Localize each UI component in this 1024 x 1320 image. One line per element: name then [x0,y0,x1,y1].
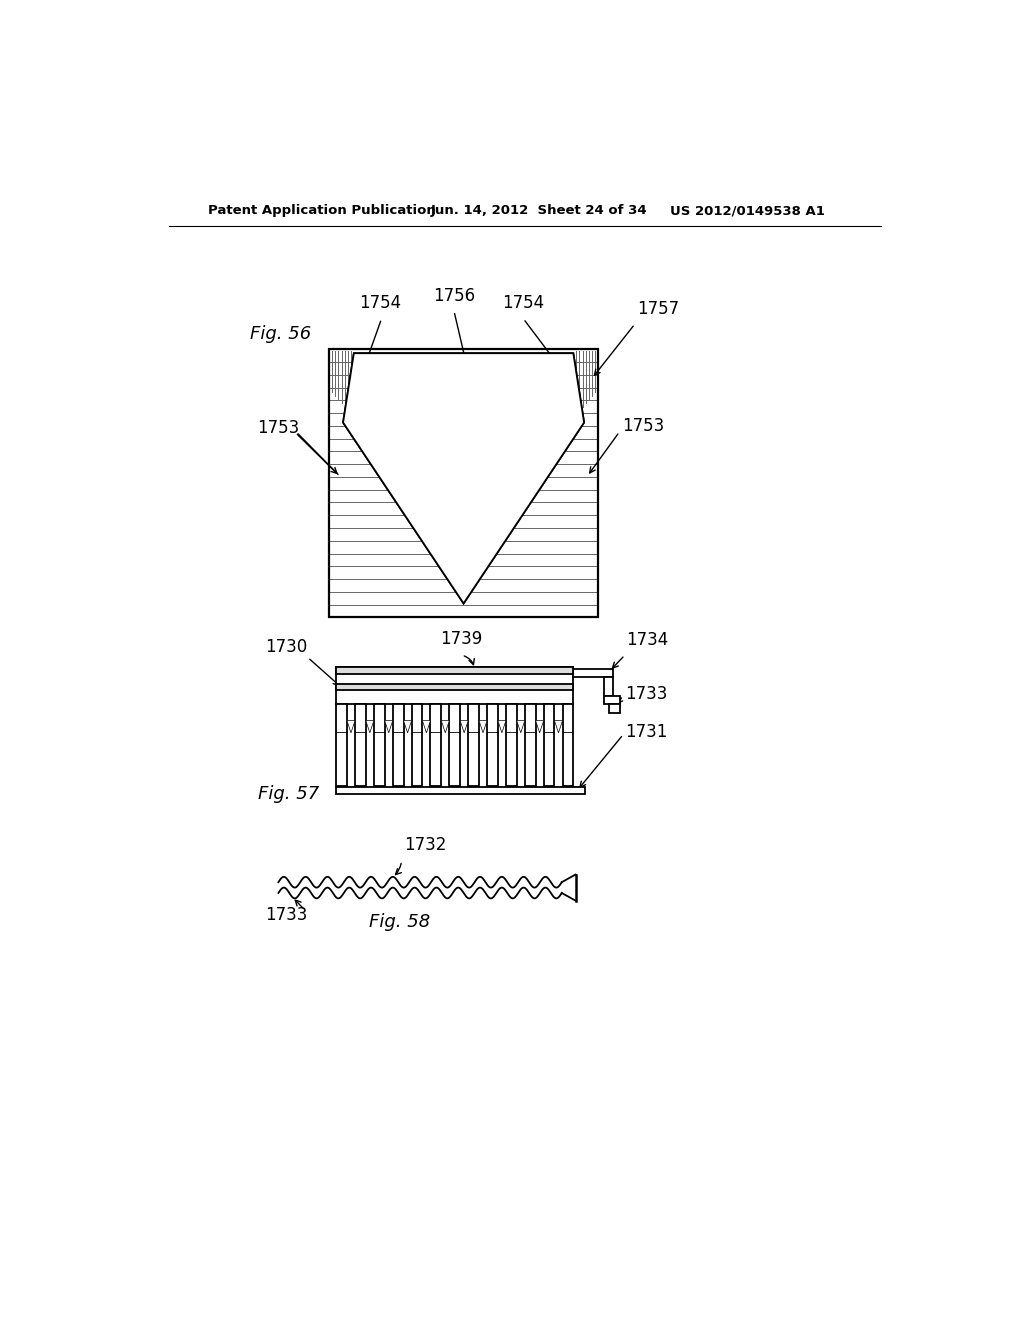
Bar [524,704,536,785]
Text: 1753: 1753 [258,418,300,437]
Text: Jun. 14, 2012  Sheet 24 of 34: Jun. 14, 2012 Sheet 24 of 34 [431,205,647,218]
Text: 1755: 1755 [440,504,486,521]
Bar [544,704,554,785]
Polygon shape [366,721,374,733]
Text: 1732: 1732 [403,837,446,854]
Polygon shape [343,354,584,603]
Polygon shape [517,721,524,733]
Bar [604,696,620,704]
Bar [336,667,573,675]
Bar [604,677,613,696]
Bar [355,704,366,785]
Bar [560,874,575,900]
Bar [450,704,460,785]
Bar [573,669,613,677]
Text: 1754: 1754 [359,294,401,313]
Text: 1734: 1734 [627,631,669,649]
Text: 1757: 1757 [637,300,679,318]
Text: 1731: 1731 [625,723,668,741]
Polygon shape [403,721,412,733]
Polygon shape [385,721,393,733]
Bar [562,704,573,785]
Bar [336,667,573,704]
Polygon shape [441,721,450,733]
Text: 1733: 1733 [625,685,668,702]
Text: Fig. 56: Fig. 56 [250,325,311,343]
Bar [487,704,498,785]
Text: Fig. 57: Fig. 57 [258,784,318,803]
Text: 1756: 1756 [433,286,475,305]
Bar [336,704,347,785]
Polygon shape [422,721,430,733]
Bar [506,704,517,785]
Text: US 2012/0149538 A1: US 2012/0149538 A1 [670,205,824,218]
Polygon shape [554,721,562,733]
Text: 1739: 1739 [440,630,482,648]
Bar [608,704,620,713]
Bar [430,704,441,785]
Text: 1730: 1730 [265,639,307,656]
Bar [412,704,422,785]
Bar [468,704,479,785]
Bar [393,704,403,785]
Bar [374,704,385,785]
Bar [336,684,573,689]
Text: 1753: 1753 [622,417,665,434]
Polygon shape [498,721,506,733]
Text: 1754: 1754 [502,294,545,313]
Polygon shape [330,350,598,618]
Polygon shape [460,721,468,733]
Polygon shape [536,721,544,733]
Polygon shape [343,354,584,603]
Text: Patent Application Publication: Patent Application Publication [208,205,435,218]
Polygon shape [347,721,355,733]
Text: 1733: 1733 [265,907,307,924]
Text: Fig. 58: Fig. 58 [370,913,430,931]
Bar [336,788,585,793]
Polygon shape [479,721,487,733]
